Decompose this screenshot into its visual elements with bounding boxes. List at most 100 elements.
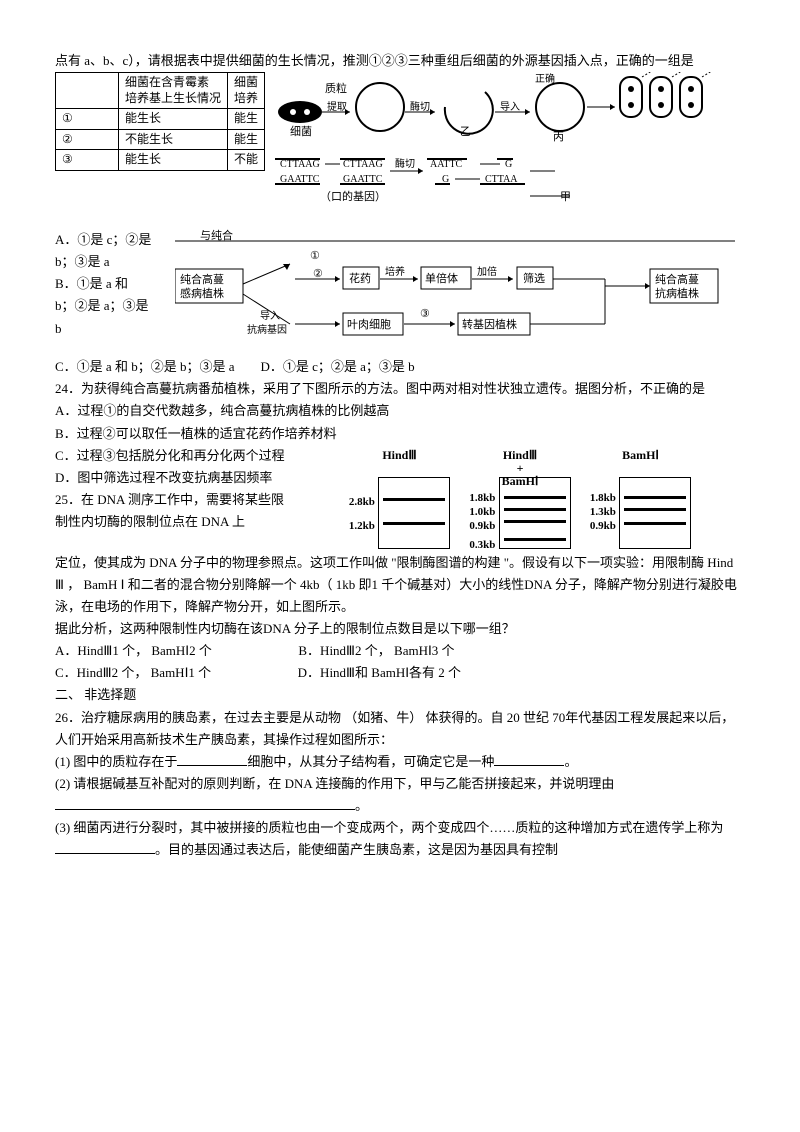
label-tiqv: 提取 (327, 101, 347, 113)
r1c3: 能生 (228, 109, 265, 130)
svg-text:转基因植株: 转基因植株 (462, 317, 517, 331)
svg-text:加倍: 加倍 (477, 265, 497, 278)
svg-text:③: ③ (420, 308, 430, 320)
q26-p1: (1) 图中的质粒存在于 细胞中，从其分子结构看，可确定它是一种 。 (55, 751, 745, 773)
opts-cd: C．①是 a 和 b；②是 b；③是 a D．①是 c；②是 a；③是 b (55, 356, 745, 378)
svg-text:纯合高蔓: 纯合高蔓 (655, 272, 699, 286)
label-daoru: 导入 (500, 101, 520, 113)
r3c3: 不能 (228, 150, 265, 171)
r1c1: ① (56, 109, 119, 130)
svg-text:筛选: 筛选 (523, 271, 545, 285)
svg-text:CTTAAG: CTTAAG (343, 159, 383, 170)
q25-ab: A．HindⅢ1 个， BamHⅠ2 个 B．HindⅢ2 个， BamHⅠ3 … (55, 640, 745, 662)
svg-text:（口的基因）: （口的基因） (320, 189, 386, 203)
gel-col-2: HindⅢ + BamHⅠ 1.8kb 1.0kb 0.9kb 0.3kb (469, 449, 570, 552)
gel-l1a: 2.8kb (349, 495, 375, 509)
q25-b: B．HindⅢ2 个， BamHⅠ3 个 (298, 643, 454, 658)
opt-b: B．①是 a 和 (55, 273, 165, 295)
options-flow-row: A．①是 c；②是 b；③是 a B．①是 a 和 b；②是 a；③是 b 与纯… (55, 229, 745, 356)
gel-t2a: HindⅢ (503, 448, 537, 462)
q25-t2: 定位，使其成为 DNA 分子中的物理参照点。这项工作叫做 "限制酶图谱的构建 "… (55, 552, 745, 618)
r3c1: ③ (56, 150, 119, 171)
label-zhili: 质粒 (325, 81, 347, 95)
blank-4[interactable] (55, 853, 155, 854)
svg-text:酶切: 酶切 (395, 157, 415, 170)
q24-cd-q25-start: C．过程③包括脱分化和再分化两个过程 D．图中筛选过程不改变抗病基因频率 25．… (55, 445, 285, 533)
r2c2: 不能生长 (119, 129, 228, 150)
gel-l2b: 1.0kb (469, 505, 495, 519)
blank-1[interactable] (177, 765, 247, 766)
label-yi: 乙 (460, 125, 471, 138)
svg-text:②: ② (313, 268, 323, 280)
flow-diagram: 与纯合 ① ② 花药 培养 单倍体 加倍 (175, 229, 745, 356)
svg-text:AATTC: AATTC (430, 159, 463, 170)
svg-text:花药: 花药 (349, 272, 371, 285)
svg-text:感病植株: 感病植株 (180, 286, 224, 300)
q26-p1a: (1) 图中的质粒存在于 (55, 754, 177, 769)
q24cd-gel-row: C．过程③包括脱分化和再分化两个过程 D．图中筛选过程不改变抗病基因频率 25．… (55, 445, 745, 552)
th2a: 细菌 (234, 75, 258, 89)
q24-b: B．过程②可以取任一植株的适宜花药作培养材料 (55, 423, 745, 445)
q26-p1c: 。 (564, 754, 577, 769)
label-zhengque: 正确 (535, 72, 555, 85)
q25-c: C．HindⅢ2 个， BamHⅠ1 个 (55, 665, 211, 680)
th1a: 细菌在含青霉素 (125, 75, 209, 89)
svg-text:抗病基因: 抗病基因 (247, 323, 287, 336)
r2c1: ② (56, 129, 119, 150)
q24-c: C．过程③包括脱分化和再分化两个过程 (55, 445, 285, 467)
gel-l3b: 1.3kb (590, 505, 616, 519)
r3c2: 能生长 (119, 150, 228, 171)
q23-intro: 点有 a、b、c），请根据表中提供细菌的生长情况，推测①②③三种重组后细菌的外源… (55, 50, 745, 72)
svg-text:与纯合: 与纯合 (200, 229, 233, 242)
opt-a2: b；③是 a (55, 251, 165, 273)
svg-text:CTTAAG: CTTAAG (280, 159, 320, 170)
svg-text:①: ① (310, 250, 320, 262)
q26-p3: (3) 细菌丙进行分裂时，其中被拼接的质粒也由一个变成两个，两个变成四个……质粒… (55, 817, 745, 861)
svg-text:纯合高蔓: 纯合高蔓 (180, 272, 224, 286)
options-left: A．①是 c；②是 b；③是 a B．①是 a 和 b；②是 a；③是 b (55, 229, 165, 339)
th2b: 培养 (234, 91, 258, 105)
q24-text: 24．为获得纯合高蔓抗病番茄植株，采用了下图所示的方法。图中两对相对性状独立遗传… (55, 378, 745, 400)
opt-b3: b (55, 318, 165, 340)
gel-t1: HindⅢ (349, 449, 450, 475)
gel-l2a: 1.8kb (469, 491, 495, 505)
label-bing: 丙 (553, 131, 564, 143)
svg-text:抗病植株: 抗病植株 (655, 286, 699, 300)
gel-l2c: 0.9kb (469, 519, 495, 533)
growth-table: 细菌在含青霉素 培养基上生长情况 细菌 培养 ① 能生长 能生 ② 不能生长 能… (55, 72, 265, 171)
table-diagram-row: 细菌在含青霉素 培养基上生长情况 细菌 培养 ① 能生长 能生 ② 不能生长 能… (55, 72, 745, 229)
r1c2: 能生长 (119, 109, 228, 130)
gel-col-1: HindⅢ 2.8kb 1.2kb (349, 449, 450, 549)
gel-l3a: 1.8kb (590, 491, 616, 505)
th2: 细菌 培养 (228, 73, 265, 109)
opt-a: A．①是 c；②是 (55, 229, 165, 251)
opt-b2: b；②是 a；③是 (55, 295, 165, 317)
q26-p3b: 。目的基因通过表达后，能使细菌产生胰岛素，这是因为基因具有控制 (155, 842, 558, 857)
q25-a: A．HindⅢ1 个， BamHⅠ2 个 (55, 643, 212, 658)
gel-diagram: HindⅢ 2.8kb 1.2kb HindⅢ + BamHⅠ 1.8kb (295, 445, 745, 552)
gel-l3c: 0.9kb (590, 519, 616, 533)
gel-t2b: + (517, 461, 524, 475)
gel-l2d: 0.3kb (469, 538, 495, 552)
q26-t: 26．治疗糖尿病用的胰岛素，在过去主要是从动物 （如猪、牛） 体获得的。自 20… (55, 707, 745, 751)
q25-t3: 据此分析，这两种限制性内切酶在该DNA 分子上的限制位点数目是以下哪一组？ (55, 618, 745, 640)
q26-p3a: (3) 细菌丙进行分裂时，其中被拼接的质粒也由一个变成两个，两个变成四个……质粒… (55, 820, 723, 835)
q25-t1: 25．在 DNA 测序工作中，需要将某些限制性内切酶的限制位点在 DNA 上 (55, 489, 285, 533)
blank-3[interactable] (55, 809, 355, 810)
q25-cd: C．HindⅢ2 个， BamHⅠ1 个 D．HindⅢ和 BamHⅠ各有 2 … (55, 662, 745, 684)
q26-p2b: 。 (355, 798, 368, 813)
svg-text:培养: 培养 (385, 265, 405, 278)
th1: 细菌在含青霉素 培养基上生长情况 (119, 73, 228, 109)
label-xijun: 细菌 (290, 125, 312, 138)
svg-text:G: G (505, 159, 512, 170)
q26-p1b: 细胞中，从其分子结构看，可确定它是一种 (247, 754, 494, 769)
q24-d: D．图中筛选过程不改变抗病基因频率 (55, 467, 285, 489)
svg-text:单倍体: 单倍体 (425, 271, 458, 285)
page: 点有 a、b、c），请根据表中提供细菌的生长情况，推测①②③三种重组后细菌的外源… (0, 0, 800, 881)
section-2: 二、 非选择题 (55, 684, 745, 706)
blank-2[interactable] (494, 765, 564, 766)
th1b: 培养基上生长情况 (125, 91, 221, 105)
svg-text:甲: 甲 (560, 191, 571, 203)
svg-text:叶肉细胞: 叶肉细胞 (347, 318, 391, 331)
gel-t3: BamHⅠ (590, 449, 691, 475)
